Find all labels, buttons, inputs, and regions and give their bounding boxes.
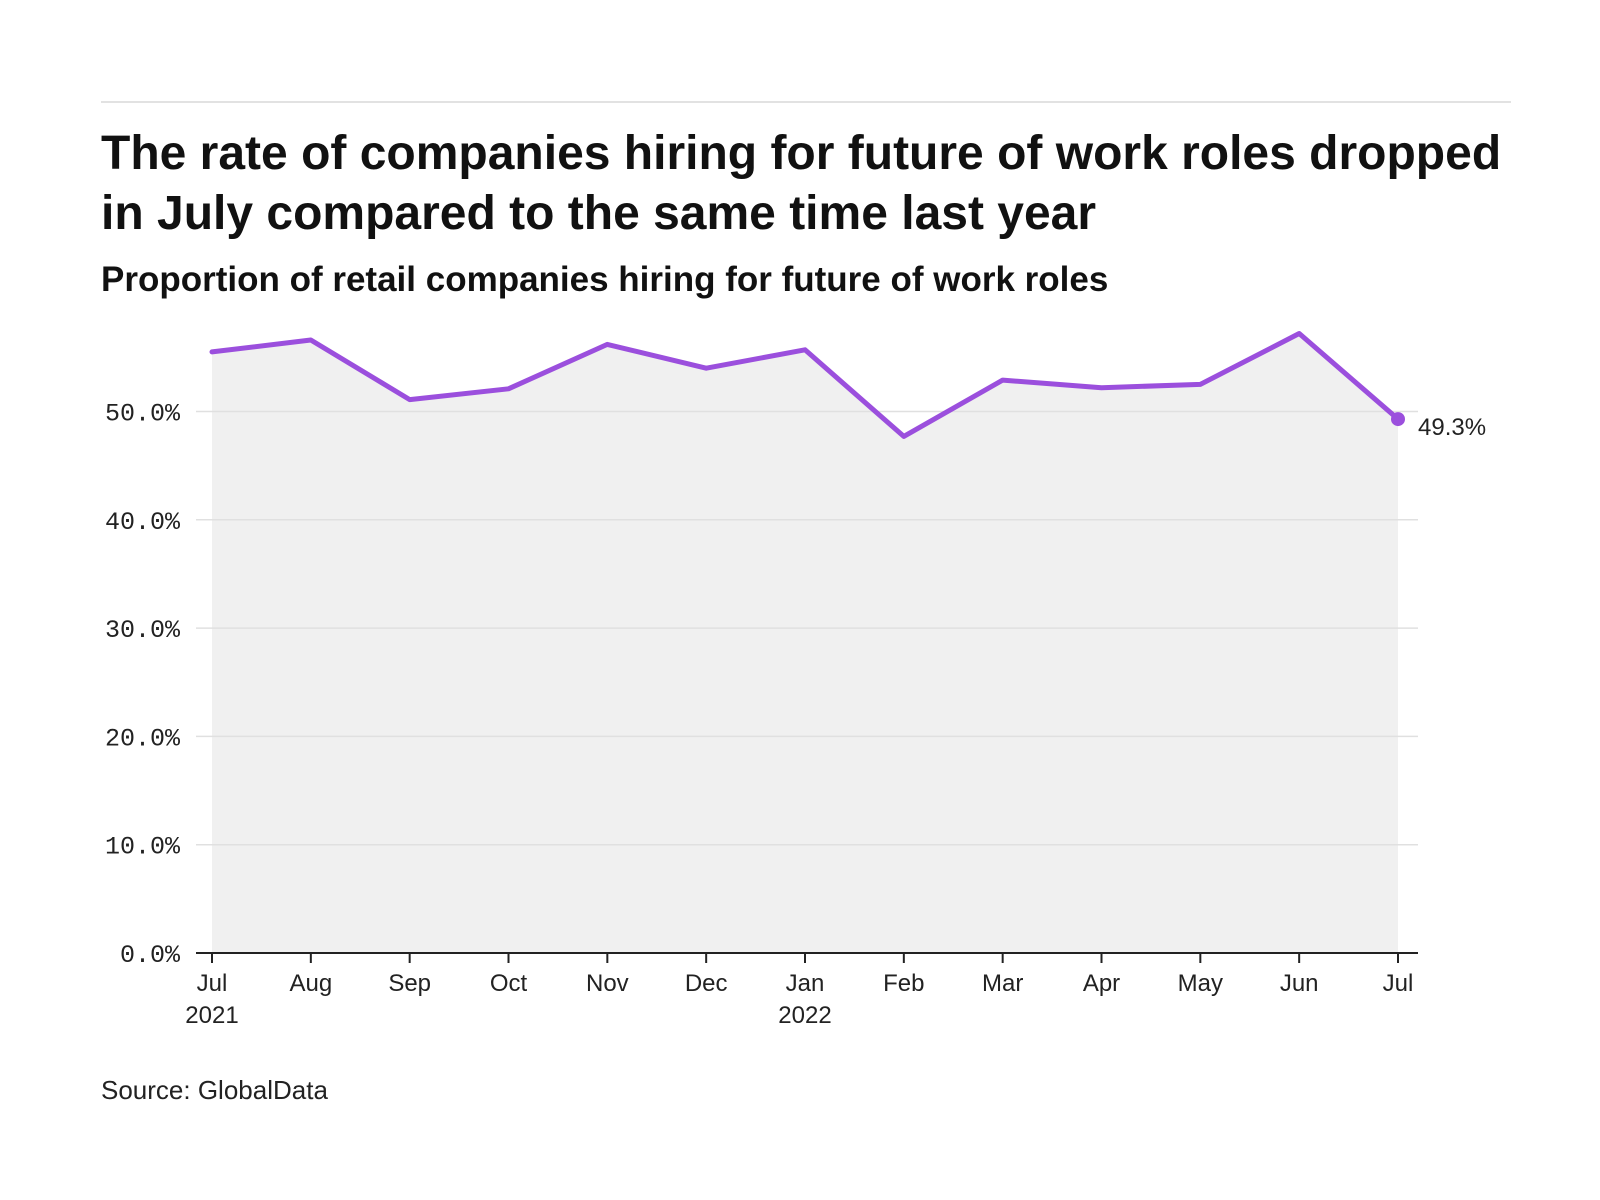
- x-tick-label: Oct: [490, 970, 528, 997]
- x-tick-label: Jul: [197, 970, 228, 997]
- y-tick-label: 0.0%: [120, 941, 181, 970]
- x-tick-label: Sep: [388, 970, 431, 997]
- x-tick-label: Jan: [786, 970, 825, 997]
- source-note: Source: GlobalData: [101, 1075, 328, 1105]
- x-tick-label: Jun: [1280, 970, 1319, 997]
- end-value-label: 49.3%: [1418, 414, 1486, 441]
- x-tick-label: Mar: [982, 970, 1023, 997]
- x-tick-label: Aug: [289, 970, 332, 997]
- area-fill: [212, 333, 1398, 953]
- x-tick-label: Feb: [883, 970, 924, 997]
- chart-subtitle: Proportion of retail companies hiring fo…: [101, 260, 1109, 299]
- top-divider: [101, 101, 1511, 103]
- x-tick-label: Apr: [1083, 970, 1120, 997]
- chart-title: The rate of companies hiring for future …: [101, 127, 1502, 240]
- y-tick-label: 40.0%: [105, 508, 181, 537]
- x-tick-year-label: 2022: [778, 1002, 831, 1029]
- x-tick-label: May: [1178, 970, 1223, 997]
- y-tick-label: 50.0%: [105, 400, 181, 429]
- series-line: [209, 331, 1401, 439]
- y-tick-label: 10.0%: [105, 833, 181, 862]
- end-point-marker: [1391, 412, 1405, 427]
- x-tick-label: Dec: [685, 970, 728, 997]
- x-tick-label: Jul: [1383, 970, 1414, 997]
- y-tick-label: 20.0%: [105, 724, 181, 753]
- y-tick-label: 30.0%: [105, 616, 181, 645]
- x-tick-label: Nov: [586, 970, 629, 997]
- x-tick-year-label: 2021: [185, 1002, 238, 1029]
